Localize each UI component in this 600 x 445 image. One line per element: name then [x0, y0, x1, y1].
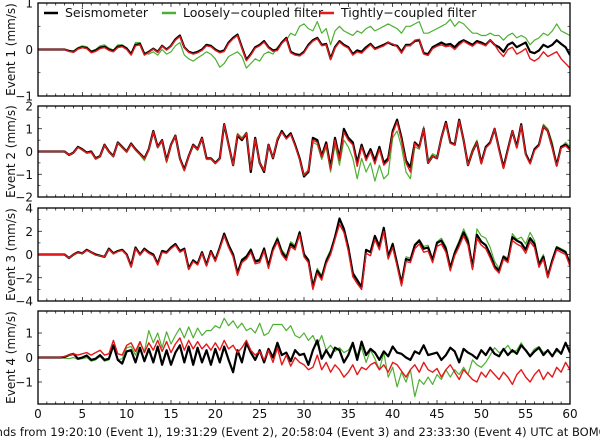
legend-label-seismometer: Seismometer [65, 5, 149, 20]
y-axis-label: Event 3 (mm/s) [4, 208, 18, 301]
x-tick-label: 15 [163, 407, 178, 421]
x-tick-label: 55 [518, 407, 533, 421]
legend-label-loosely-coupled: Loosely−coupled filter [183, 5, 324, 20]
x-tick-label: 40 [385, 407, 400, 421]
x-tick-label: 35 [341, 407, 356, 421]
x-tick-label: 0 [34, 407, 42, 421]
x-tick-label: 5 [79, 407, 87, 421]
series-line-loosely-coupled-filter [38, 219, 570, 289]
x-tick-labels: 0 5 10 15 20 25 30 35 40 45 50 55 60 [34, 407, 577, 421]
y-tick-label: 2 [25, 225, 33, 239]
series-line-seismometer [38, 118, 570, 178]
panel-event-2: −2 −1 0 1 2 Event 2 (mm/s) [4, 100, 571, 205]
y-tick-label: −2 [15, 191, 33, 205]
x-tick-label: 10 [119, 407, 134, 421]
legend: Seismometer Loosely−coupled filter Tight… [44, 5, 477, 20]
panel-event-1: −1 0 1 Event 1 (mm/s) [4, 0, 571, 104]
series-line-seismometer [38, 217, 570, 289]
panel-frame [37, 2, 571, 97]
series-line-tightly-coupled-filter [38, 120, 570, 177]
legend-entry-tightly-coupled: Tightly−coupled filter [320, 5, 477, 20]
y-tick-label: 1 [25, 0, 33, 11]
x-tick-label: 20 [208, 407, 223, 421]
y-tick-label: −2 [15, 271, 33, 285]
x-tick-label: 60 [562, 407, 577, 421]
series-group [38, 317, 570, 398]
series-group [38, 217, 570, 291]
x-tick-label: 25 [252, 407, 267, 421]
y-axis-label: Event 4 (mm/s) [4, 311, 18, 404]
y-tick-label: −1 [15, 90, 33, 104]
series-group [38, 118, 570, 182]
y-tick-label: 1 [25, 122, 33, 136]
series-line-tightly-coupled-filter [38, 223, 570, 291]
series-line-seismometer [38, 339, 570, 374]
y-tick-label: 2 [25, 100, 33, 114]
x-tick-label: 45 [429, 407, 444, 421]
x-axis-label: Seconds from 19:20:10 (Event 1), 19:31:2… [0, 425, 600, 439]
legend-entry-loosely-coupled: Loosely−coupled filter [162, 5, 324, 20]
legend-entry-seismometer: Seismometer [44, 5, 149, 20]
panel-frame [37, 310, 571, 405]
series-line-loosely-coupled-filter [38, 317, 570, 398]
series-line-tightly-coupled-filter [38, 34, 570, 69]
panel-event-3: −4 −2 0 2 4 Event 3 (mm/s) [4, 202, 571, 309]
panel-event-4: −1 0 1 Event 4 (mm/s) [4, 310, 571, 405]
y-tick-label: 4 [25, 202, 33, 216]
y-tick-label: 0 [25, 43, 33, 57]
series-line-loosely-coupled-filter [38, 18, 570, 69]
y-tick-label: 0 [25, 351, 33, 365]
y-axis-label: Event 2 (mm/s) [4, 105, 18, 198]
series-group [38, 18, 570, 69]
y-tick-label: −1 [15, 168, 33, 182]
panel-frame [37, 105, 571, 198]
x-tick-label: 30 [296, 407, 311, 421]
y-tick-label: 1 [25, 327, 33, 341]
y-tick-label: 0 [25, 145, 33, 159]
panel-frame [37, 207, 571, 302]
y-tick-label: −1 [15, 375, 33, 389]
y-tick-label: 0 [25, 248, 33, 262]
series-line-tightly-coupled-filter [38, 337, 570, 386]
x-tick-label: 50 [474, 407, 489, 421]
legend-label-tightly-coupled: Tightly−coupled filter [340, 5, 477, 20]
y-tick-label: −4 [15, 295, 33, 309]
y-axis-label: Event 1 (mm/s) [4, 3, 18, 96]
